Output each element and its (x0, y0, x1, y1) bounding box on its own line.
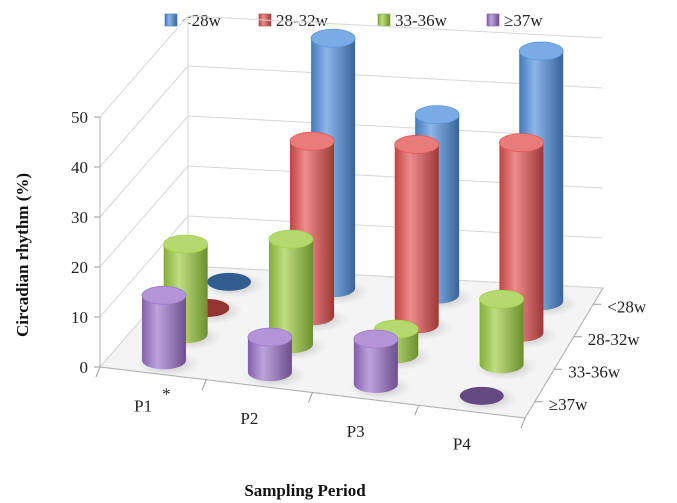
y-tick-label: 10 (71, 308, 88, 327)
x-tick (414, 405, 420, 416)
legend-label: 33-36w (395, 11, 448, 30)
x-tick (201, 379, 207, 390)
bar-≥37w-P1 (135, 285, 200, 377)
bar-≥37w-P3 (347, 329, 412, 400)
x-tick-label: P1 (134, 396, 152, 415)
y-tick-label: 30 (71, 208, 88, 227)
x-tick-label: P2 (240, 409, 258, 428)
bar-body (268, 239, 313, 354)
x-tick-label: P4 (453, 435, 471, 454)
bar-top (353, 329, 399, 349)
bar-top (141, 285, 187, 305)
bar-33-36w-P4 (473, 289, 538, 381)
bar-body (479, 299, 524, 374)
bar-top (394, 135, 440, 154)
x-tick (520, 417, 526, 429)
bar-top (289, 131, 335, 151)
legend-label: 28-32w (276, 11, 329, 30)
bar-base (459, 386, 504, 405)
bar-≥37w-P2 (241, 327, 306, 389)
legend-swatch (164, 13, 178, 27)
bar-body (247, 337, 292, 382)
depth-axis: <28w 28-32w 33-36w ≥37w (524, 287, 647, 419)
y-tick-label: 20 (71, 258, 88, 277)
bar-top (499, 133, 544, 153)
bar-≥37w-P4 (453, 385, 518, 412)
bar-body (141, 295, 186, 370)
bar-body (353, 338, 398, 393)
y-tick-label: 50 (71, 108, 88, 127)
bar-<28w-P1 (201, 271, 266, 298)
bar-top (414, 105, 460, 125)
bar-top (518, 41, 564, 61)
depth-tick-label: 33-36w (568, 362, 621, 381)
significance-marker: * (162, 384, 171, 403)
x-tick (308, 392, 313, 403)
y-tick-label: 0 (80, 358, 89, 377)
x-tick-label: P3 (347, 422, 365, 441)
legend-swatch (486, 13, 500, 27)
legend-swatch (377, 13, 391, 27)
bar-top (310, 28, 356, 48)
bar-top (247, 327, 293, 347)
bars (135, 28, 578, 412)
bar-body (394, 144, 439, 334)
bar-base (207, 272, 252, 291)
depth-tick-label: ≥37w (549, 395, 588, 414)
bar-top (163, 234, 209, 254)
depth-tick-label: 28-32w (588, 330, 641, 349)
y-axis: 0 10 20 30 40 50 (71, 108, 101, 377)
bar-top (268, 229, 314, 249)
x-axis-title: Sampling Period (244, 481, 366, 500)
depth-tick-label: <28w (607, 297, 647, 316)
y-tick-label: 40 (71, 158, 88, 177)
x-tick (95, 366, 101, 378)
legend: <28w 28-32w 33-36w ≥37w (164, 11, 543, 30)
bar-top (479, 289, 524, 309)
legend-label: ≥37w (504, 11, 543, 30)
y-axis-title: Circadian rhythm (%) (13, 173, 32, 337)
depth-axis-line (524, 287, 604, 419)
